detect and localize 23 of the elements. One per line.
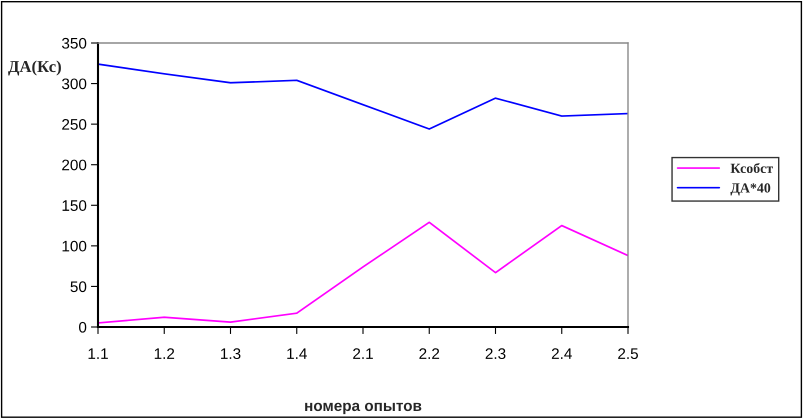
y-tick-label: 0 (78, 322, 86, 333)
x-tick-label: 2.2 (419, 348, 440, 359)
x-tick-label: 2.3 (486, 348, 506, 360)
y-tick-label: 100 (62, 240, 86, 252)
y-tick-label: 200 (62, 160, 86, 170)
x-tick-label: 1.2 (154, 348, 174, 359)
x-tick-label: 2.4 (552, 348, 572, 359)
line-series (98, 63, 628, 130)
x-tick-label: 1.1 (88, 348, 108, 359)
legend-label: Ксобст (730, 162, 773, 174)
y-tick-label: 250 (62, 119, 86, 130)
x-tick-label: 1.3 (221, 348, 240, 360)
legend-label: ДА*40 (730, 183, 770, 196)
line-series (98, 221, 628, 324)
x-axis-title: номера опытов (305, 402, 422, 414)
x-tick-label: 2.5 (618, 348, 638, 360)
y-tick-label: 50 (70, 281, 86, 292)
y-tick-label: 150 (62, 200, 86, 211)
x-tick-label: 2.1 (353, 348, 373, 359)
y-axis-title: ДА(Кс) (8, 60, 61, 76)
x-tick-label: 1.4 (287, 348, 307, 359)
y-tick-label: 300 (62, 78, 86, 90)
y-tick-label: 350 (62, 38, 86, 49)
